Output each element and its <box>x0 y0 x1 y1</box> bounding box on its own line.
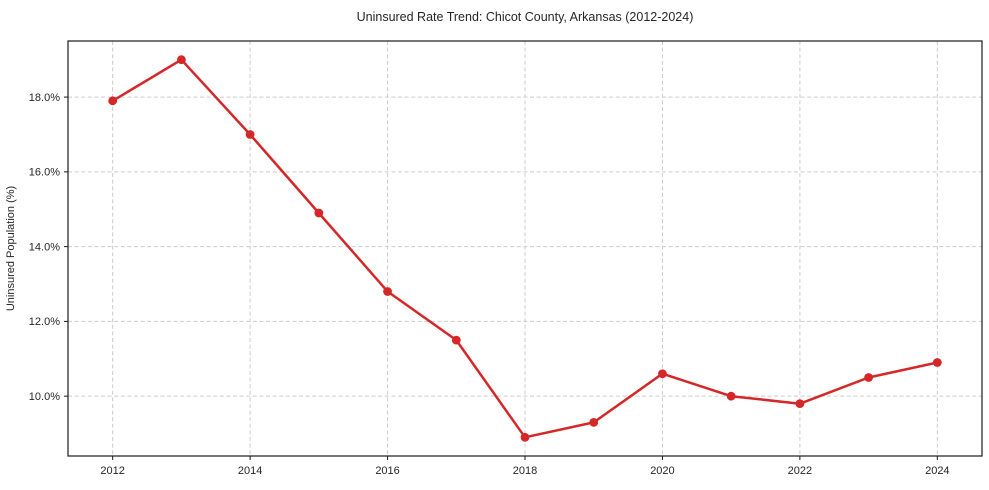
data-point-2018 <box>520 432 530 442</box>
x-tick-label: 2018 <box>513 465 537 477</box>
plot-frame <box>67 40 983 457</box>
y-tick-label: 16.0% <box>29 167 60 179</box>
tick-layer: 2012 2014 2016 2018 2020 2022 2024 10.0% 12.0% 14… <box>29 92 950 477</box>
chart-title: Uninsured Rate Trend: Chicot County, Ark… <box>357 10 694 24</box>
data-point-2020 <box>658 369 667 379</box>
x-tick-label: 2012 <box>100 465 124 477</box>
data-point-2022 <box>795 399 805 409</box>
grid-layer <box>68 41 982 456</box>
data-point-2014 <box>245 130 255 139</box>
data-point-2017 <box>451 335 461 345</box>
data-point-2012 <box>108 96 118 106</box>
y-tick-label: 12.0% <box>29 316 60 328</box>
y-tick-label: 14.0% <box>29 241 60 253</box>
data-series-layer <box>108 55 942 442</box>
y-axis-label: Uninsured Population (%) <box>5 186 17 311</box>
data-point-2013 <box>176 55 186 65</box>
data-point-2023 <box>864 373 874 382</box>
x-tick-label: 2024 <box>925 465 949 477</box>
x-tick-label: 2016 <box>375 465 399 477</box>
x-tick-label: 2014 <box>238 465 262 477</box>
y-tick-label: 18.0% <box>29 92 60 104</box>
x-tick-label: 2020 <box>650 465 674 477</box>
data-point-2015 <box>314 208 324 218</box>
data-point-2019 <box>589 417 599 427</box>
y-tick-label: 10.0% <box>29 391 60 403</box>
data-point-2016 <box>383 287 392 296</box>
data-point-2021 <box>726 391 736 401</box>
data-point-2024 <box>932 358 942 367</box>
x-tick-label: 2022 <box>788 465 812 477</box>
